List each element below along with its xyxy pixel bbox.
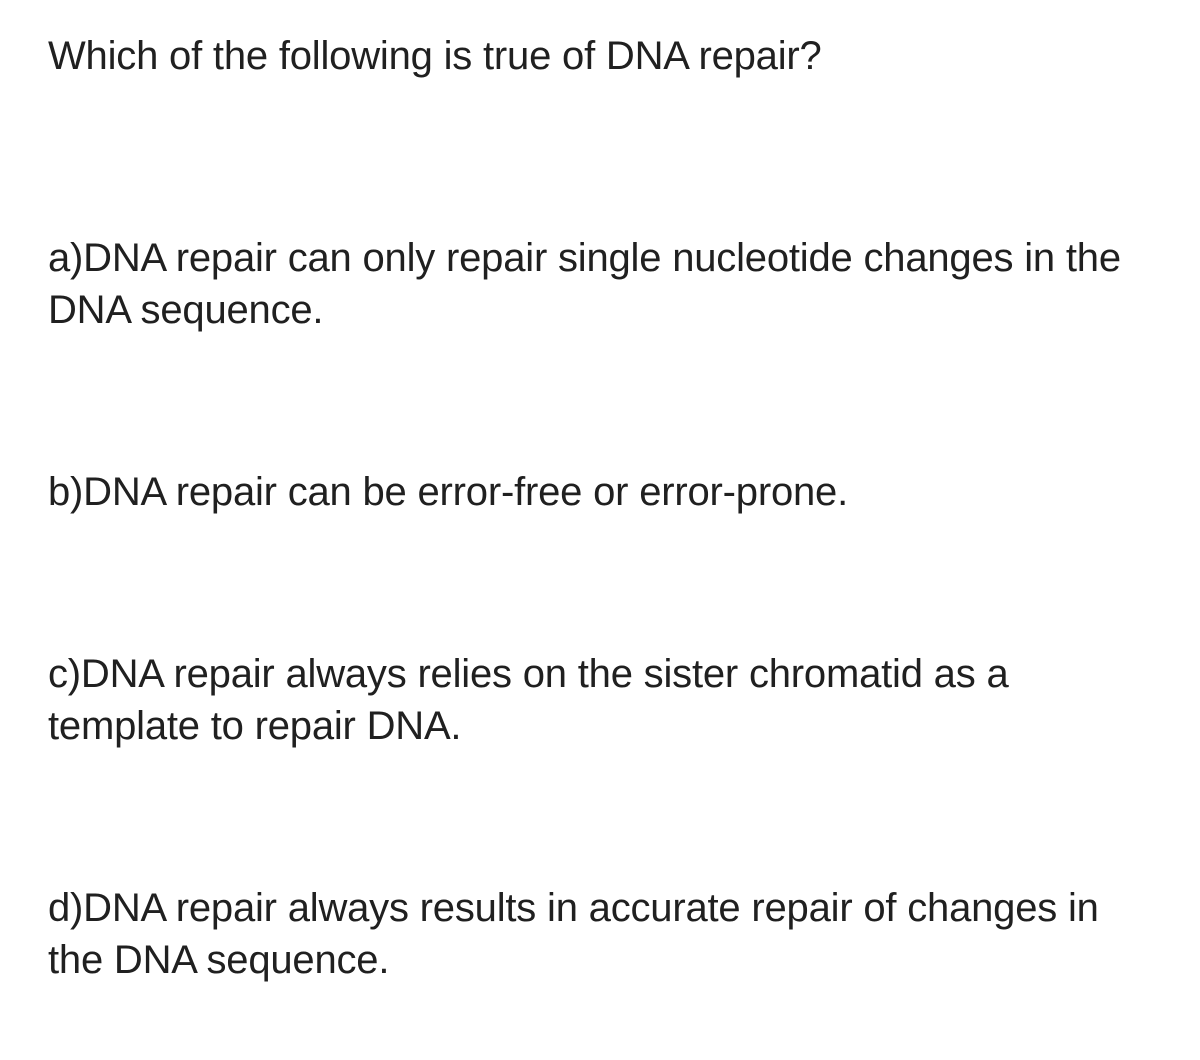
option-b: b)DNA repair can be error-free or error-… — [48, 466, 1152, 518]
spacer — [48, 518, 1152, 648]
spacer — [48, 82, 1152, 232]
option-d: d)DNA repair always results in accurate … — [48, 882, 1152, 986]
option-a: a)DNA repair can only repair single nucl… — [48, 232, 1152, 336]
spacer — [48, 752, 1152, 882]
spacer — [48, 336, 1152, 466]
question-text: Which of the following is true of DNA re… — [48, 30, 1152, 82]
option-c: c)DNA repair always relies on the sister… — [48, 648, 1152, 752]
